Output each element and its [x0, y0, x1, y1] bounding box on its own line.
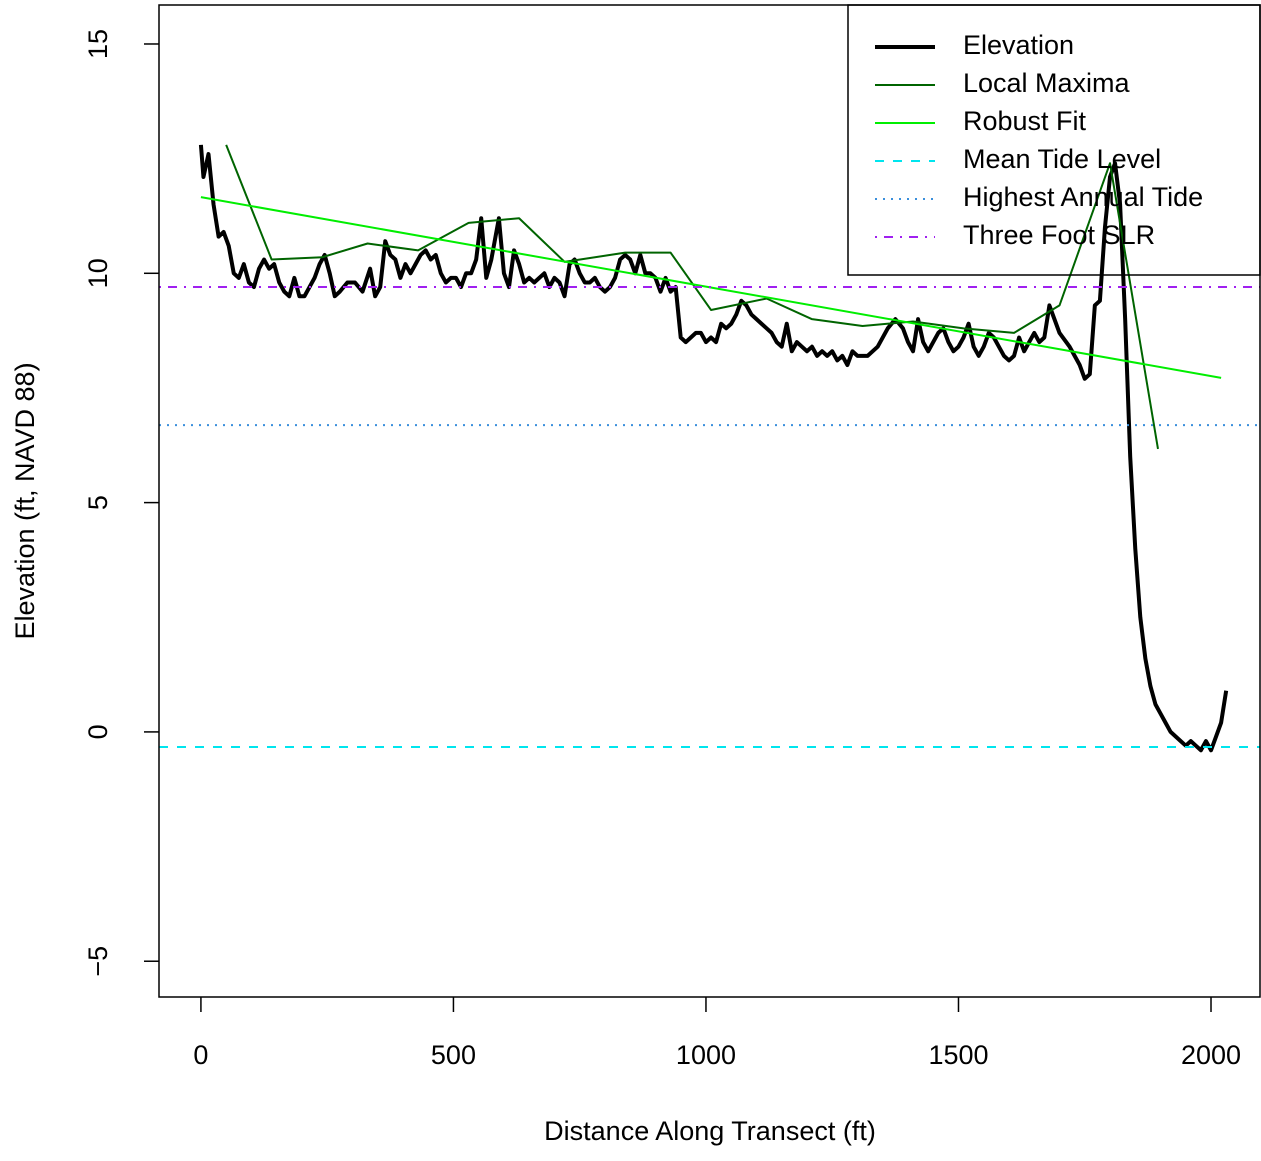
y-tick-label: −5: [83, 946, 113, 977]
legend-box: [847, 4, 1261, 276]
y-tick-label: 5: [83, 495, 113, 510]
x-tick-label: 0: [193, 1040, 208, 1070]
x-axis-label: Distance Along Transect (ft): [544, 1116, 876, 1146]
legend-label: Robust Fit: [963, 106, 1087, 136]
plot-area: [159, 144, 1260, 753]
legend-label: Three Foot SLR: [963, 220, 1155, 250]
legend-label: Mean Tide Level: [963, 144, 1161, 174]
series-line: [200, 196, 1222, 379]
legend-label: Elevation: [963, 30, 1074, 60]
y-tick-label: 15: [83, 29, 113, 59]
x-tick-label: 1500: [928, 1040, 988, 1070]
x-tick-label: 2000: [1181, 1040, 1241, 1070]
x-tick-label: 500: [431, 1040, 476, 1070]
plot-frame: [158, 4, 1261, 998]
series-line: [198, 144, 1229, 753]
series-line: [225, 144, 1159, 450]
y-axis-label: Elevation (ft, NAVD 88): [10, 362, 40, 639]
x-tick-label: 1000: [676, 1040, 736, 1070]
y-tick-label: 0: [83, 724, 113, 739]
y-tick-label: 10: [83, 258, 113, 288]
legend-label: Highest Annual Tide: [963, 182, 1203, 212]
legend-label: Local Maxima: [963, 68, 1131, 98]
